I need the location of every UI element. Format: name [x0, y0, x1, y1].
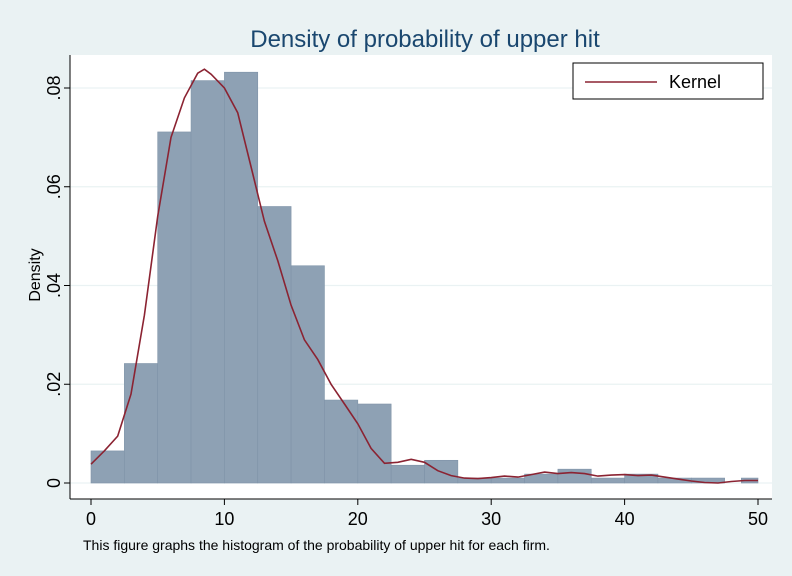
legend-label-kernel: Kernel — [669, 72, 721, 92]
y-tick-label: .04 — [44, 273, 64, 298]
x-tick-label: 40 — [615, 509, 635, 529]
histogram-bar — [124, 363, 158, 484]
x-tick-label: 20 — [348, 509, 368, 529]
histogram-bar — [357, 403, 392, 484]
y-tick-label: 0 — [44, 478, 64, 488]
histogram-bar — [190, 80, 225, 484]
y-tick-label: .02 — [44, 372, 64, 397]
histogram-bar — [257, 206, 292, 484]
chart-title: Density of probability of upper hit — [250, 26, 600, 53]
figure-note: This figure graphs the histogram of the … — [83, 537, 550, 553]
histogram-bar — [557, 468, 592, 484]
histogram-bar — [490, 477, 525, 484]
x-tick-label: 50 — [748, 509, 768, 529]
axes: 0 .02 .04 .06 .08 0 10 20 30 40 50 — [44, 55, 772, 529]
histogram-bar — [324, 399, 359, 484]
x-tick-label: 10 — [214, 509, 234, 529]
kernel-density-line — [90, 68, 758, 484]
histogram-bar — [157, 131, 192, 484]
y-tick-label: .06 — [44, 174, 64, 199]
x-tick-label: 30 — [481, 509, 501, 529]
histogram-bar — [224, 71, 259, 484]
histogram-bar — [590, 477, 625, 484]
legend-box — [572, 62, 764, 100]
histogram-bar — [290, 265, 325, 484]
histogram-bar — [90, 450, 125, 484]
y-tick-label: .08 — [44, 75, 64, 100]
legend: Kernel — [572, 62, 764, 100]
x-tick-label: 0 — [86, 509, 96, 529]
histogram-bars — [90, 71, 759, 484]
y-axis-label: Density — [27, 248, 44, 301]
histogram-bar — [390, 464, 425, 484]
